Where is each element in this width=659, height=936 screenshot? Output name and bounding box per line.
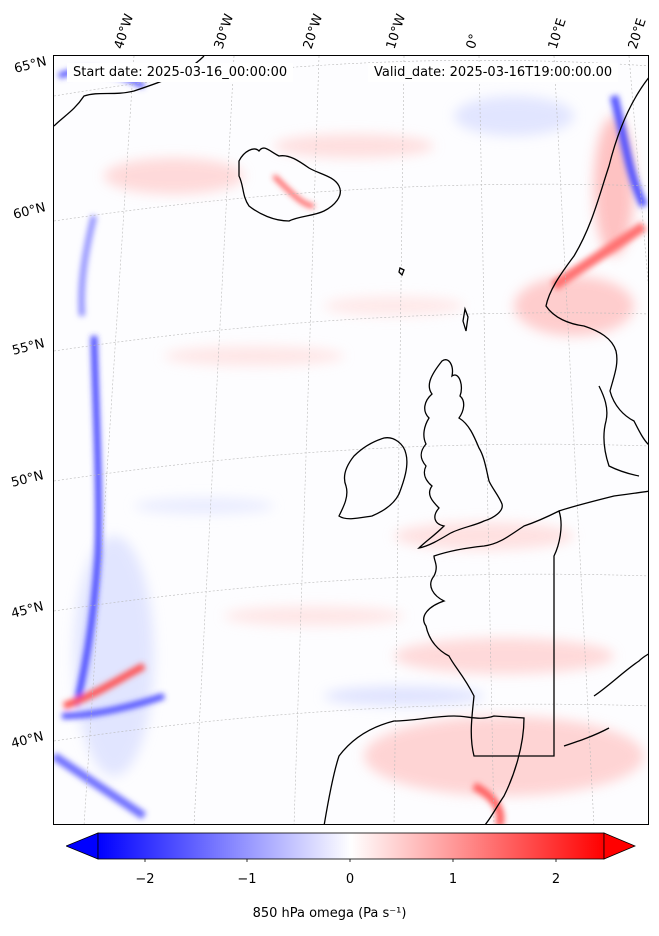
colorbar-max-extend — [603, 832, 636, 860]
colorbar-gradient — [97, 832, 605, 860]
map-frame — [53, 55, 649, 825]
colorbar-tick-1: 1 — [448, 872, 458, 887]
lat-label-40n: 40°N — [9, 729, 46, 752]
lon-label-0: 0° — [463, 32, 483, 51]
colorbar-tick-2: 2 — [551, 872, 561, 887]
lon-label-20e: 20°E — [625, 16, 650, 51]
omega-field-map — [54, 56, 648, 824]
colorbar-tick-neg1: −1 — [237, 872, 257, 887]
lon-label-30w: 30°W — [211, 12, 238, 51]
lon-label-10e: 10°E — [545, 16, 570, 51]
lat-label-50n: 50°N — [9, 468, 46, 491]
lat-label-55n: 55°N — [10, 336, 47, 359]
colorbar-tick-neg2: −2 — [135, 872, 155, 887]
valid-date-label: Valid_date: 2025-03-16T19:00:00.00 — [368, 63, 619, 82]
frontal-band — [54, 67, 648, 824]
omega-field-patches — [74, 96, 644, 796]
colorbar-min-extend — [66, 832, 99, 860]
graticule — [54, 56, 648, 824]
colorbar — [66, 832, 636, 862]
lon-label-20w: 20°W — [300, 12, 327, 51]
lat-label-65n: 65°N — [12, 54, 49, 77]
lon-label-40w: 40°W — [111, 12, 138, 51]
colorbar-label: 850 hPa omega (Pa s⁻¹) — [252, 906, 407, 921]
colorbar-tick-0: 0 — [345, 872, 355, 887]
lon-label-10w: 10°W — [383, 12, 410, 51]
start-date-label: Start date: 2025-03-16_00:00:00 — [67, 63, 294, 82]
lat-label-60n: 60°N — [11, 200, 48, 223]
lat-label-45n: 45°N — [9, 599, 46, 622]
